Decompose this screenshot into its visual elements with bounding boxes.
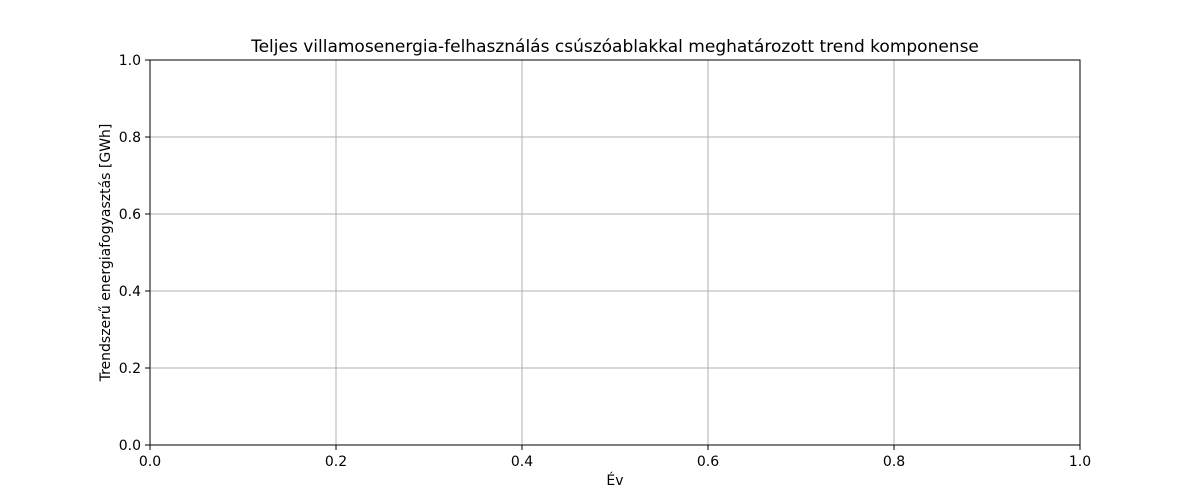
y-tick-label: 0.8 [119, 130, 141, 146]
x-tick-label: 0.6 [697, 454, 719, 470]
plot-frame [149, 59, 1081, 446]
y-axis-label: Trendszerű energiafogyasztás [GWh] [98, 124, 114, 383]
y-axis-ticks: 0.0 0.2 0.4 0.6 0.8 1.0 [119, 53, 150, 454]
y-tick-label: 0.4 [119, 284, 141, 300]
y-tick-label: 0.6 [119, 207, 141, 223]
x-tick-label: 1.0 [1069, 454, 1091, 470]
chart-title: Teljes villamosenergia-felhasználás csús… [250, 37, 979, 57]
y-tick-label: 0.2 [119, 361, 141, 377]
x-axis-ticks: 0.0 0.2 0.4 0.6 0.8 1.0 [139, 445, 1091, 470]
y-tick-label: 0.0 [119, 438, 141, 454]
x-tick-label: 0.0 [139, 454, 161, 470]
x-tick-label: 0.8 [883, 454, 905, 470]
y-tick-label: 1.0 [119, 53, 141, 69]
x-tick-label: 0.2 [325, 454, 347, 470]
x-tick-label: 0.4 [511, 454, 533, 470]
x-axis-label: Év [606, 472, 623, 489]
